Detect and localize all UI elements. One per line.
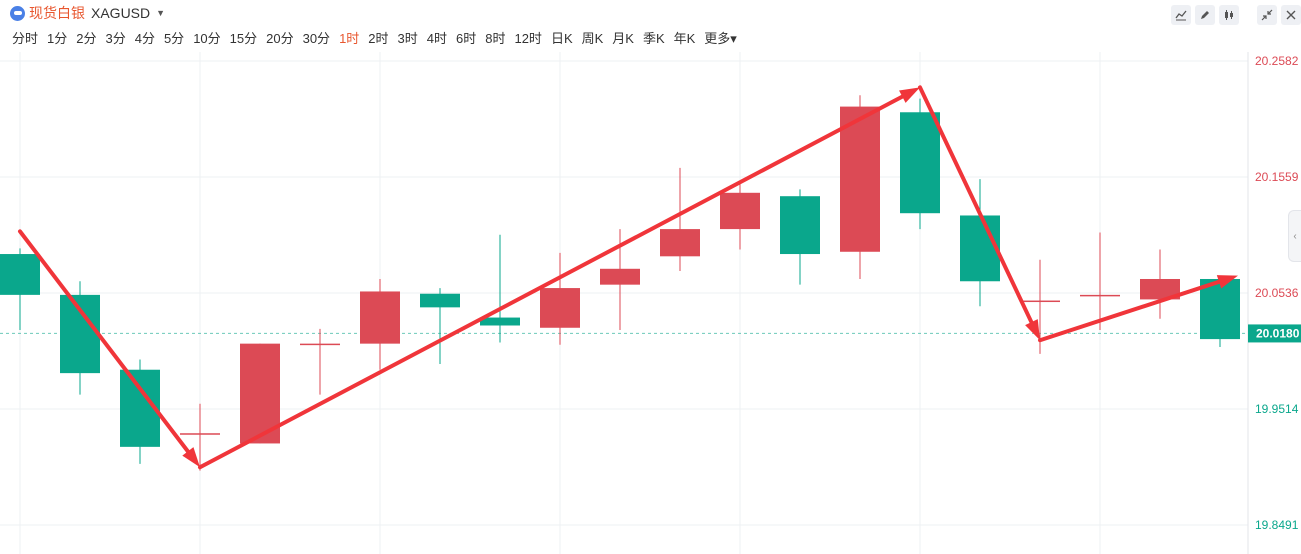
candle-body [660,229,700,257]
pencil-icon[interactable] [1195,5,1215,25]
candle-body [960,215,1000,282]
candle-body [0,254,40,295]
period-tab[interactable]: 15分 [229,31,258,46]
candle-body [540,288,580,328]
period-tab[interactable]: 3时 [397,31,418,46]
period-tab[interactable]: 4分 [134,31,155,46]
period-tab[interactable]: 3分 [105,31,126,46]
period-tab[interactable]: 分时 [12,31,39,46]
trend-arrow-head [1216,275,1238,289]
candle-body [300,343,340,346]
period-tab[interactable]: 1时 [339,31,360,46]
period-tab[interactable]: 月K [612,31,634,46]
period-tab[interactable]: 日K [550,31,573,46]
candle-body [60,294,100,374]
candle-body [840,106,880,252]
chevron-left-icon: ‹ [1293,230,1297,242]
candle-body [1080,294,1120,297]
period-tab[interactable]: 1分 [47,31,68,46]
trend-arrow-line [1038,279,1221,343]
period-tab[interactable]: 8时 [485,31,506,46]
instrument-selector[interactable]: 现货白银 XAGUSD ▼ [10,4,165,22]
candle-body [420,293,460,308]
line-tool-icon[interactable] [1171,5,1191,25]
collapse-icon[interactable] [1257,5,1277,25]
trend-arrow-line [18,229,190,454]
candle-body [600,268,640,285]
period-tab[interactable]: 2分 [76,31,97,46]
price-axis-label: 20.1559 [1255,170,1299,184]
side-panel-toggle[interactable]: ‹ [1288,210,1301,262]
price-axis-label: 20.2582 [1255,54,1299,68]
chevron-down-icon: ▼ [156,8,166,18]
candlestick-chart[interactable]: 20.2582 20.1559 20.0536 19.9514 19.8491 20.01… [0,52,1301,554]
candle-settings-icon[interactable] [1219,5,1239,25]
current-price-tag [1248,324,1301,343]
candle-body [360,291,400,344]
candle-body [1140,278,1180,300]
period-tabs: 分时 1分 2分 3分 4分 5分 10分 15分 20分 30分 1时 2时 3时 4时 6时 8时 12时日… [12,28,746,47]
period-tab[interactable]: 2时 [368,31,389,46]
period-tab[interactable]: 10分 [193,31,221,46]
chart-header: 现货白银 XAGUSD ▼ 分时 1分 2分 3分 4分 5分 10分 15分 20分 30分 1时… [0,0,1301,52]
silver-logo-icon [10,5,25,21]
price-axis-label: 19.8491 [1255,518,1299,532]
candle-body [180,433,220,435]
period-tab[interactable]: 季K [642,31,665,46]
period-tab[interactable]: 年K [673,31,696,46]
period-tab[interactable]: 周K [581,31,604,46]
trend-arrow-head [899,87,920,103]
candle-body [720,192,760,230]
trend-arrow-head [1025,319,1040,341]
current-price-label: 20.0180 [1256,326,1300,340]
period-tab[interactable]: 6时 [456,31,477,46]
period-tab[interactable]: 20分 [266,31,294,46]
trend-arrow-head [182,447,200,468]
period-tab[interactable]: 30分 [302,31,331,46]
close-icon[interactable] [1281,5,1301,25]
candle-body [480,317,520,326]
trend-arrow-line [198,94,905,470]
period-tab[interactable]: 5分 [163,31,185,46]
instrument-name: 现货白银 [29,5,85,21]
trend-arrow-line [918,85,1034,325]
period-tab[interactable]: 4时 [426,31,447,46]
chart-toolbar [1171,5,1301,25]
price-axis-label: 19.9514 [1255,402,1299,416]
candle-body [1020,300,1060,303]
instrument-code: XAGUSD [91,5,151,21]
period-tab[interactable]: 更多▾ [704,31,737,46]
candle-body [1200,278,1240,340]
price-axis-label: 20.0536 [1255,286,1299,300]
period-tab[interactable]: 12时 [514,31,542,46]
candle-body [780,196,820,255]
candle-body [900,112,940,214]
